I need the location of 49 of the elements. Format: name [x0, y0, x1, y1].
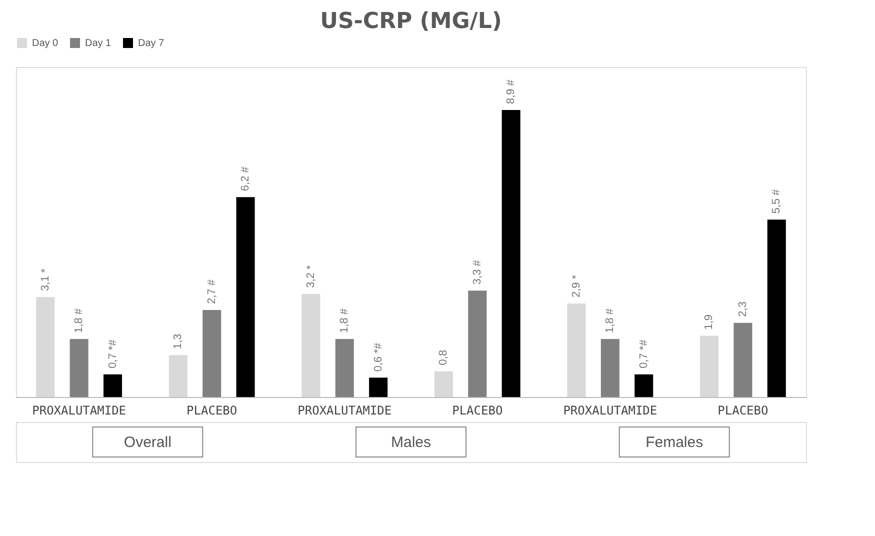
- bar: [600, 338, 620, 397]
- bar: [302, 294, 320, 397]
- data-label: 3,1 *: [39, 268, 52, 292]
- data-label: 3,3 #: [471, 259, 484, 285]
- bar: [369, 378, 388, 397]
- data-label: 0,7 *#: [106, 338, 119, 368]
- data-label: 8,9 #: [505, 78, 518, 104]
- bar: [202, 310, 222, 397]
- text: Overall: [124, 434, 172, 451]
- data-label: 6,2 #: [240, 166, 252, 192]
- data-label: 0,8: [438, 350, 450, 366]
- bar: [734, 322, 752, 397]
- legend-label: Day 1: [85, 38, 112, 49]
- data-label: 3,2 *: [304, 264, 317, 288]
- bar: [168, 355, 188, 397]
- text: Females: [646, 434, 704, 451]
- bar: [767, 220, 786, 397]
- bar: [502, 110, 520, 397]
- data-label: 0,6 *#: [372, 342, 384, 372]
- bar: [335, 338, 354, 397]
- data-label: 2,3: [736, 302, 749, 317]
- x-tick-label: PROXALUTAMIDE: [298, 404, 392, 418]
- x-tick-label: PLACEBO: [718, 404, 768, 418]
- bar: [236, 197, 255, 397]
- x-tick-label: PROXALUTAMIDE: [32, 404, 126, 418]
- bar: [103, 374, 122, 397]
- text: Males: [390, 434, 432, 451]
- bar: [634, 374, 654, 397]
- x-tick-label: PROXALUTAMIDE: [563, 404, 658, 418]
- data-label: 1,8 #: [338, 308, 351, 333]
- data-label: 5,5 #: [770, 188, 783, 214]
- data-label: 1,8 #: [73, 308, 86, 333]
- bar: [567, 303, 586, 397]
- bar: [468, 290, 487, 397]
- bar: [70, 338, 88, 397]
- x-tick-label: PLACEBO: [186, 404, 238, 418]
- data-label: 2,7 #: [206, 278, 218, 304]
- bar: [700, 336, 719, 397]
- data-label: 1,8 #: [604, 308, 616, 333]
- legend-label: Day 0: [32, 38, 59, 49]
- bar: [36, 297, 55, 397]
- bar: [434, 371, 453, 397]
- data-label: 1,9: [703, 314, 716, 330]
- legend-label: Day 7: [138, 38, 165, 49]
- data-label: 2,9 *: [570, 274, 582, 298]
- data-label: 0,7 *#: [638, 338, 650, 368]
- x-tick-label: PLACEBO: [452, 404, 503, 418]
- chart-title: US-CRP (MG/L): [320, 9, 502, 34]
- data-label: 1,3: [172, 334, 184, 350]
